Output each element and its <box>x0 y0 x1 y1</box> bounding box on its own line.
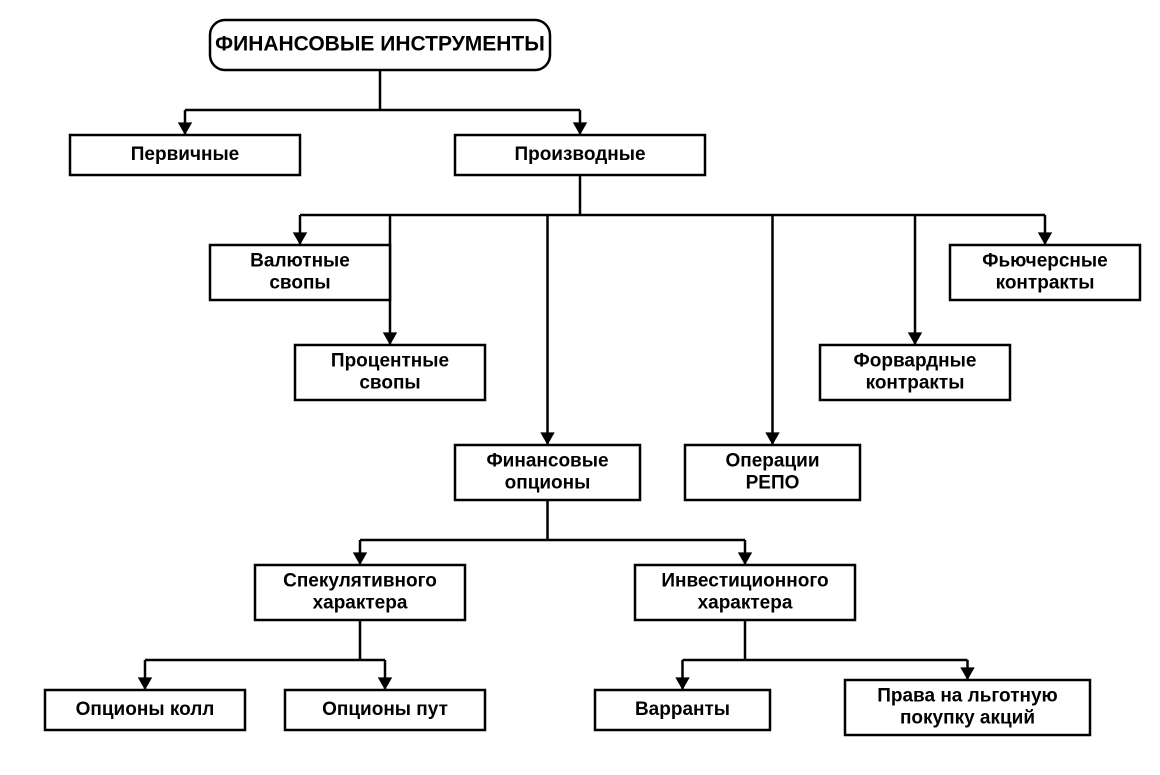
node-invest: Инвестиционногохарактера <box>635 565 855 620</box>
node-repo: ОперацииРЕПО <box>685 445 860 500</box>
node-call: Опционы колл <box>45 690 245 730</box>
node-spec-label: Спекулятивного <box>283 571 437 592</box>
node-root: ФИНАНСОВЫЕ ИНСТРУМЕНТЫ <box>210 20 550 70</box>
node-invest-label: Инвестиционного <box>661 571 828 592</box>
node-rights-label: Права на льготную <box>877 686 1058 707</box>
node-forward-label: Форвардные <box>854 351 977 372</box>
node-spec: Спекулятивногохарактера <box>255 565 465 620</box>
nodes-layer: ФИНАНСОВЫЕ ИНСТРУМЕНТЫ Первичные Производн… <box>45 20 1140 735</box>
node-fin_opt: Финансовыеопционы <box>455 445 640 500</box>
node-rate_swap-label: свопы <box>359 372 420 393</box>
node-rate_swap-label: Процентные <box>331 351 449 372</box>
node-rights: Права на льготнуюпокупку акций <box>845 680 1090 735</box>
node-fx_swap-label: свопы <box>269 272 330 293</box>
financial-instruments-diagram: ФИНАНСОВЫЕ ИНСТРУМЕНТЫ Первичные Производн… <box>0 0 1160 775</box>
node-deriv-label: Производные <box>514 144 645 165</box>
node-rate_swap: Процентныесвопы <box>295 345 485 400</box>
node-futures-label: контракты <box>996 272 1095 293</box>
node-spec-label: характера <box>313 592 408 613</box>
node-fx_swap: Валютныесвопы <box>210 245 390 300</box>
node-fx_swap-label: Валютные <box>250 251 350 272</box>
node-fin_opt-label: опционы <box>505 472 591 493</box>
node-fin_opt-label: Финансовые <box>486 451 608 472</box>
node-forward-label: контракты <box>866 372 965 393</box>
node-warrant: Варранты <box>595 690 770 730</box>
node-forward: Форвардныеконтракты <box>820 345 1010 400</box>
node-root-label: ФИНАНСОВЫЕ ИНСТРУМЕНТЫ <box>215 33 545 56</box>
node-primary: Первичные <box>70 135 300 175</box>
node-repo-label: РЕПО <box>746 472 800 493</box>
node-invest-label: характера <box>698 592 793 613</box>
node-put: Опционы пут <box>285 690 485 730</box>
node-call-label: Опционы колл <box>76 699 215 720</box>
node-futures: Фьючерсныеконтракты <box>950 245 1140 300</box>
node-rights-label: покупку акций <box>900 707 1035 728</box>
node-put-label: Опционы пут <box>322 699 448 720</box>
node-repo-label: Операции <box>725 451 819 472</box>
node-futures-label: Фьючерсные <box>982 251 1107 272</box>
node-primary-label: Первичные <box>131 144 240 165</box>
node-deriv: Производные <box>455 135 705 175</box>
node-warrant-label: Варранты <box>635 699 730 720</box>
